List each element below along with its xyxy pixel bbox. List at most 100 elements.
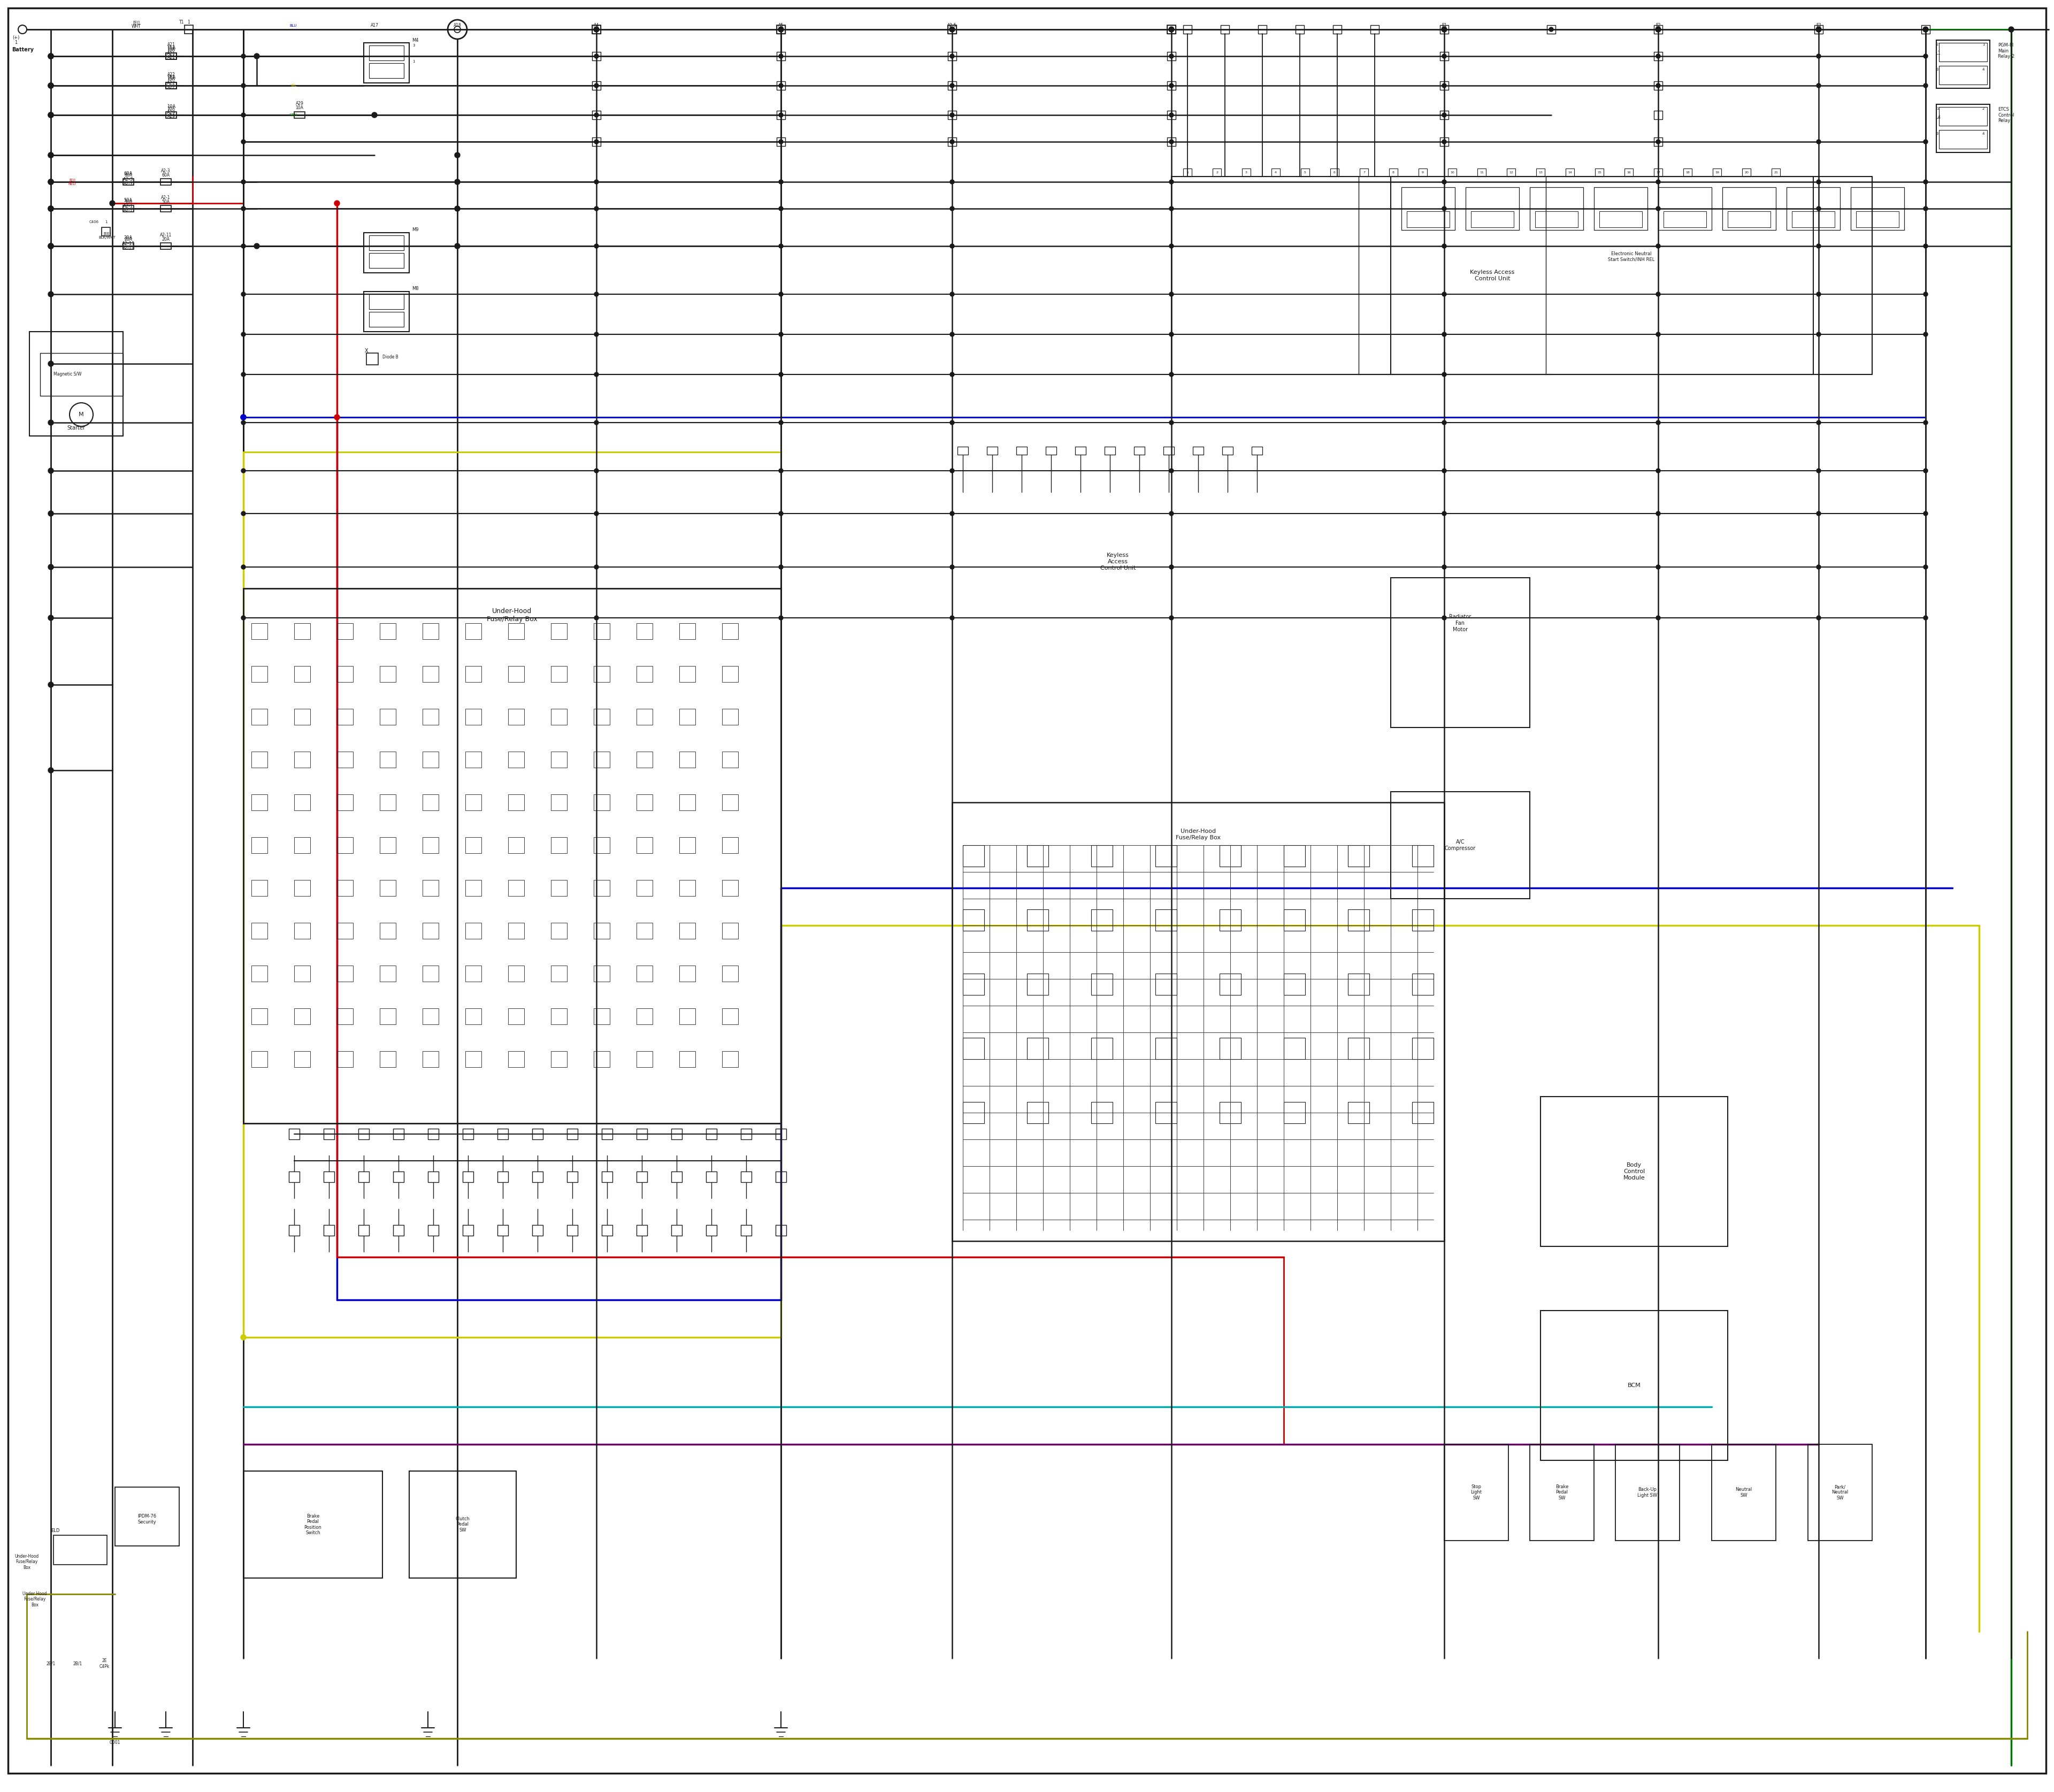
Bar <box>392 1129 405 1140</box>
Bar <box>776 1226 787 1236</box>
Bar <box>427 1129 440 1140</box>
Bar <box>166 54 177 59</box>
Bar <box>680 751 696 767</box>
Bar <box>1857 211 1898 228</box>
Text: 5: 5 <box>1304 170 1306 174</box>
Bar <box>1658 186 1711 229</box>
Bar <box>550 710 567 724</box>
Bar <box>497 1172 507 1183</box>
Text: Back-Up
Light SW: Back-Up Light SW <box>1637 1487 1658 1498</box>
Bar <box>680 880 696 896</box>
Bar <box>1220 1102 1241 1124</box>
Bar <box>680 710 696 724</box>
Bar <box>423 1052 440 1068</box>
Bar <box>1413 846 1434 867</box>
Circle shape <box>778 616 783 620</box>
Bar <box>423 923 440 939</box>
Text: 4: 4 <box>1276 170 1278 174</box>
Circle shape <box>47 113 53 118</box>
Text: 2B/1: 2B/1 <box>74 1661 82 1667</box>
Bar <box>357 1172 370 1183</box>
Circle shape <box>47 82 53 88</box>
Bar <box>337 710 353 724</box>
Bar <box>1653 25 1662 34</box>
Bar <box>741 1226 752 1236</box>
Bar <box>1163 446 1175 455</box>
Circle shape <box>1656 616 1660 620</box>
Bar <box>364 43 409 82</box>
Circle shape <box>1169 468 1173 473</box>
Text: Brake
Pedal
Position
Switch: Brake Pedal Position Switch <box>304 1514 322 1536</box>
Circle shape <box>1816 140 1820 143</box>
Bar <box>370 63 405 79</box>
Bar <box>1413 909 1434 930</box>
Bar <box>776 138 785 145</box>
Bar <box>380 710 396 724</box>
Bar <box>637 667 653 683</box>
Text: 15A: 15A <box>166 47 175 52</box>
Circle shape <box>1816 511 1820 516</box>
Text: Under Hood
Fuse/Relay
Box: Under Hood Fuse/Relay Box <box>23 1591 47 1607</box>
Circle shape <box>240 113 246 116</box>
Bar <box>466 1009 481 1025</box>
Bar <box>423 751 440 767</box>
Circle shape <box>1923 27 1929 32</box>
Bar <box>1284 909 1304 930</box>
Bar <box>594 667 610 683</box>
Text: Under-Hood
Fuse/Relay Box: Under-Hood Fuse/Relay Box <box>1175 828 1220 840</box>
Bar <box>957 446 967 455</box>
Circle shape <box>594 511 598 516</box>
Bar <box>1547 25 1555 34</box>
Bar <box>337 751 353 767</box>
Circle shape <box>594 421 598 425</box>
Circle shape <box>949 564 955 570</box>
Bar <box>337 667 353 683</box>
Bar <box>1814 25 1824 34</box>
Circle shape <box>47 152 53 158</box>
Text: T1: T1 <box>179 20 185 25</box>
Bar <box>594 624 610 640</box>
Bar <box>723 751 737 767</box>
Bar <box>466 880 481 896</box>
Bar <box>1370 25 1378 34</box>
Circle shape <box>1656 421 1660 425</box>
Bar <box>1920 25 1931 34</box>
Bar <box>1540 1310 1727 1460</box>
Bar <box>1808 1444 1871 1541</box>
Bar <box>947 25 957 34</box>
Bar <box>1939 131 1986 149</box>
Text: 1: 1 <box>105 220 107 224</box>
Text: M9: M9 <box>413 228 419 233</box>
Bar <box>1027 909 1048 930</box>
Bar <box>592 25 600 34</box>
Circle shape <box>778 179 783 185</box>
Bar <box>1167 25 1175 34</box>
Text: 1: 1 <box>413 59 415 63</box>
Bar <box>637 1129 647 1140</box>
Circle shape <box>1442 373 1446 376</box>
Bar <box>1091 1102 1113 1124</box>
Circle shape <box>1816 616 1820 620</box>
Circle shape <box>1656 27 1662 32</box>
Bar <box>507 1009 524 1025</box>
Text: 15A: 15A <box>166 47 175 52</box>
Circle shape <box>778 140 783 143</box>
Bar <box>776 52 785 61</box>
Text: Keyless
Access
Control Unit: Keyless Access Control Unit <box>1101 552 1136 570</box>
Bar <box>723 1009 737 1025</box>
Text: L1: L1 <box>1935 52 1941 56</box>
Bar <box>462 1172 472 1183</box>
Circle shape <box>594 140 598 143</box>
Bar <box>41 353 123 396</box>
Bar <box>1134 446 1144 455</box>
Text: A2-1: A2-1 <box>160 195 170 199</box>
Bar <box>101 228 111 237</box>
Bar <box>594 837 610 853</box>
Bar <box>251 794 267 810</box>
Text: E2: E2 <box>1656 23 1662 29</box>
Circle shape <box>594 468 598 473</box>
Circle shape <box>1816 468 1820 473</box>
Text: 12: 12 <box>1510 170 1514 174</box>
Bar <box>1594 186 1647 229</box>
Bar <box>1347 846 1370 867</box>
